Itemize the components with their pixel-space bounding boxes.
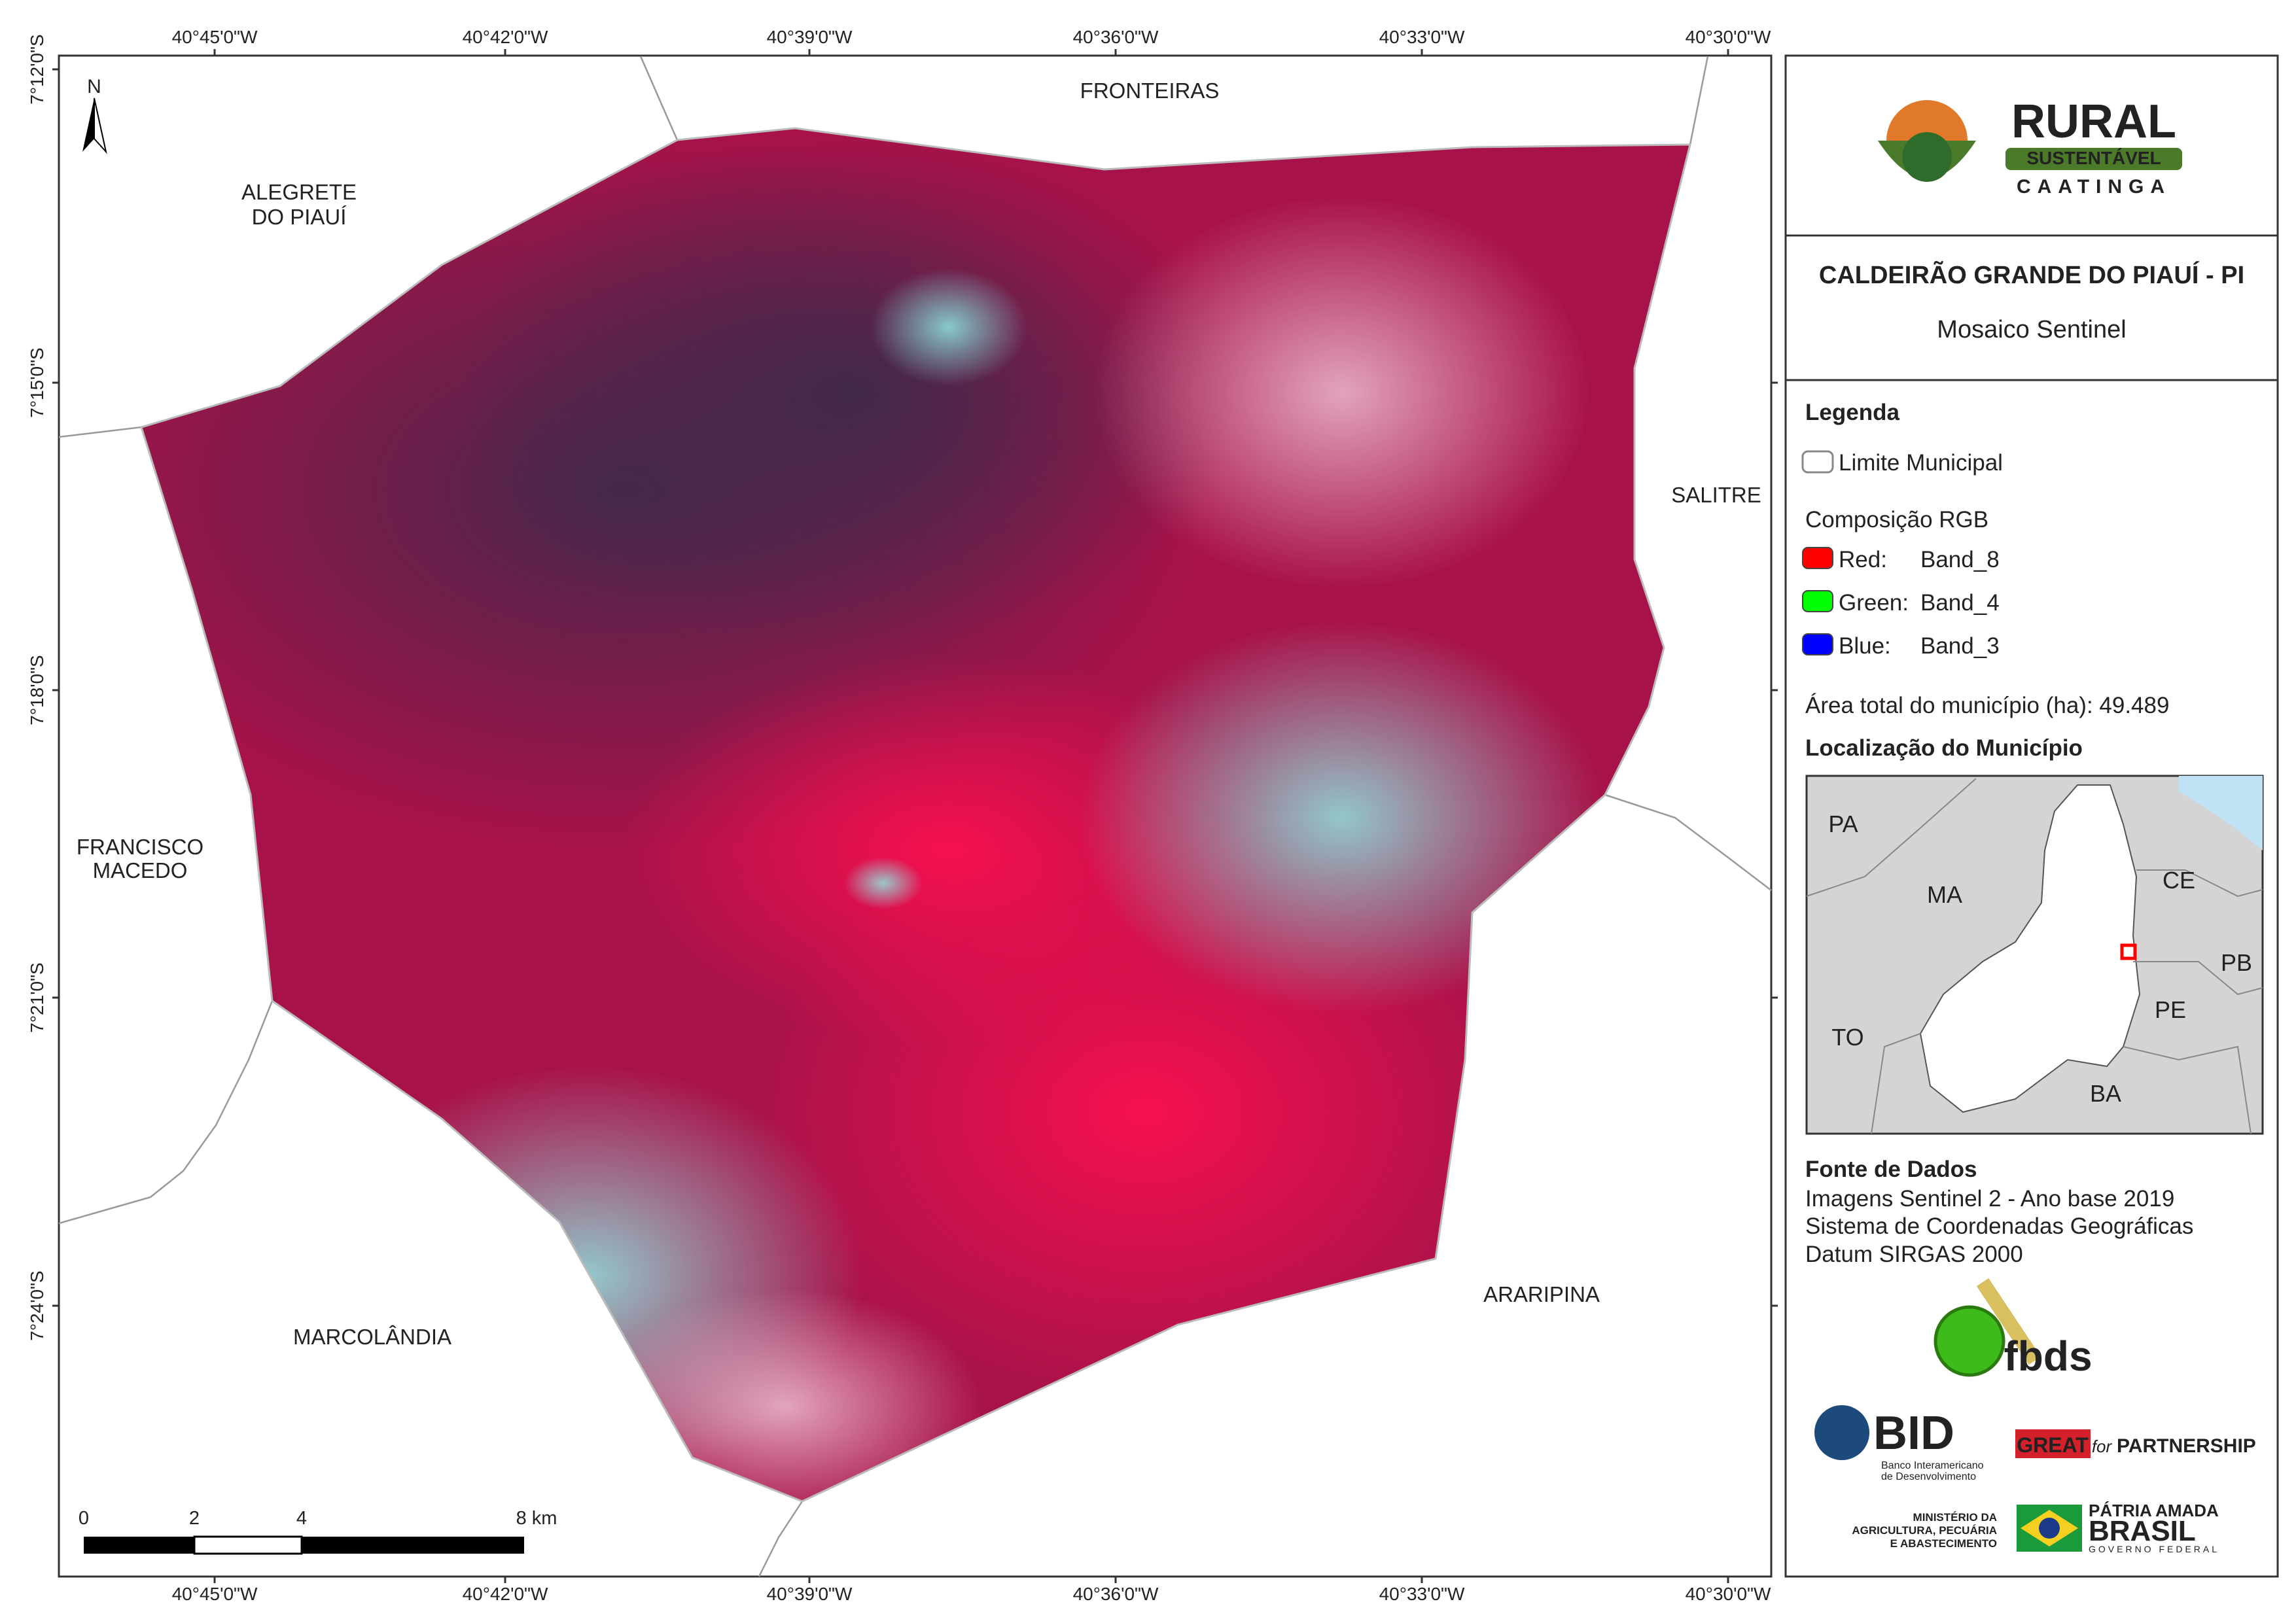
legend-label: Red:	[1839, 547, 1887, 572]
scale-label: 8 km	[516, 1508, 557, 1529]
logo-text: AGRICULTURA, PECUÁRIA	[1852, 1524, 1997, 1537]
lon-label: 40°30'0"W	[1686, 27, 1771, 47]
logo-text: MINISTÉRIO DA	[1913, 1511, 1997, 1524]
state-label: PE	[2155, 996, 2186, 1023]
lon-label: 40°42'0"W	[463, 27, 548, 47]
legend-swatch	[1802, 590, 1833, 612]
lon-label: 40°42'0"W	[463, 1584, 548, 1604]
legend-band: Band_8	[1920, 547, 2000, 572]
logo-text: for	[2092, 1437, 2113, 1456]
location-heading: Localização do Município	[1805, 735, 2083, 761]
state-label: TO	[1831, 1024, 1863, 1051]
lon-label: 40°36'0"W	[1073, 1584, 1159, 1604]
legend-band: Band_3	[1920, 633, 2000, 659]
logo-text: PARTNERSHIP	[2117, 1435, 2256, 1457]
logo-text: BRASIL	[2089, 1515, 2196, 1547]
logo-text: BID	[1873, 1407, 1954, 1459]
partner-logos: fbds BID Banco Interamericano de Desenvo…	[1814, 1278, 2256, 1554]
state-label: MA	[1927, 881, 1962, 908]
logo-text: CAATINGA	[2017, 176, 2171, 198]
legend-band: Band_4	[1920, 590, 2000, 616]
lon-label: 40°39'0"W	[767, 1584, 853, 1604]
lon-label: 40°36'0"W	[1073, 27, 1159, 47]
lon-label: 40°45'0"W	[172, 1584, 258, 1604]
logo-text: E ABASTECIMENTO	[1890, 1537, 1997, 1550]
place-labels: FRONTEIRAS ALEGRETE DO PIAUÍ SALITRE FRA…	[77, 79, 1761, 1349]
area-label: Área total do município (ha): 49.489	[1805, 693, 2169, 718]
place-label: MACEDO	[93, 858, 188, 882]
scale-label: 4	[296, 1508, 307, 1529]
source-line: Datum SIRGAS 2000	[1805, 1242, 2023, 1267]
logo-text: GOVERNO FEDERAL	[2089, 1544, 2219, 1554]
legend-label: Blue:	[1839, 633, 1891, 659]
scale-label: 2	[189, 1508, 200, 1529]
municipal-boundary	[140, 127, 1691, 1503]
lat-label: 7°24'0"S	[27, 1270, 47, 1340]
coordinate-labels: 40°45'0"W 40°42'0"W 40°39'0"W 40°36'0"W …	[27, 27, 1771, 1604]
source-line: Sistema de Coordenadas Geográficas	[1805, 1213, 2193, 1239]
place-label: SALITRE	[1671, 483, 1761, 507]
lat-label: 7°21'0"S	[27, 962, 47, 1032]
logo-text: Banco Interamericano	[1881, 1460, 1984, 1471]
legend-label: Composição RGB	[1805, 507, 1988, 532]
place-label: MARCOLÂNDIA	[293, 1325, 451, 1349]
map-title: CALDEIRÃO GRANDE DO PIAUÍ - PI	[1819, 260, 2244, 289]
logo-text: GREAT	[2017, 1433, 2089, 1457]
lat-label: 7°12'0"S	[27, 34, 47, 104]
north-arrow	[94, 97, 107, 154]
state-label: BA	[2090, 1080, 2121, 1107]
logo-text: RURAL	[2011, 96, 2176, 148]
map-subtitle: Mosaico Sentinel	[1937, 316, 2126, 343]
scale-label: 0	[79, 1508, 89, 1529]
lon-label: 40°30'0"W	[1686, 1584, 1771, 1604]
legend-label: Green:	[1839, 590, 1909, 616]
lon-label: 40°33'0"W	[1379, 1584, 1465, 1604]
inset-map: PA MA CE PB PE TO BA	[1805, 775, 2264, 1135]
sources-heading: Fonte de Dados	[1805, 1157, 1977, 1182]
neighbor-boundaries	[58, 56, 1772, 1577]
area-label: Área total do município (ha):	[1805, 693, 2093, 718]
rural-logo: RURAL SUSTENTÁVEL CAATINGA	[1871, 96, 2182, 198]
state-label: CE	[2163, 867, 2195, 894]
lon-label: 40°33'0"W	[1379, 27, 1465, 47]
place-label: FRANCISCO	[77, 835, 203, 859]
legend-bands: Red: Band_8 Green: Band_4 Blue: Band_3	[1802, 547, 2000, 659]
legend-label: Limite Municipal	[1839, 450, 2003, 476]
legend-swatch	[1802, 633, 1833, 655]
lat-label: 7°15'0"S	[27, 347, 47, 417]
north-label: N	[87, 76, 101, 97]
place-label: ALEGRETE	[241, 180, 357, 204]
scale-bar: 0 2 4 8 km	[79, 1508, 557, 1555]
state-label: PA	[1828, 811, 1858, 837]
legend-swatch	[1802, 547, 1833, 569]
north-arrow	[82, 98, 94, 152]
legend-swatch	[1801, 450, 1834, 474]
place-label: ARARIPINA	[1483, 1282, 1600, 1306]
logo-text: SUSTENTÁVEL	[2026, 148, 2161, 168]
lon-label: 40°45'0"W	[172, 27, 258, 47]
state-label: PB	[2221, 949, 2252, 976]
place-label: FRONTEIRAS	[1080, 79, 1220, 103]
logo-text: PÁTRIA AMADA	[2089, 1501, 2219, 1520]
logo-text: fbds	[2004, 1333, 2092, 1380]
legend-heading: Legenda	[1805, 400, 1899, 425]
frame-ticks	[52, 49, 1778, 1583]
source-line: Imagens Sentinel 2 - Ano base 2019	[1805, 1186, 2174, 1212]
logo-text: de Desenvolvimento	[1881, 1471, 1976, 1482]
lat-label: 7°18'0"S	[27, 655, 47, 725]
area-value: 49.489	[2099, 693, 2169, 718]
lon-label: 40°39'0"W	[767, 27, 853, 47]
place-label: DO PIAUÍ	[252, 205, 347, 229]
